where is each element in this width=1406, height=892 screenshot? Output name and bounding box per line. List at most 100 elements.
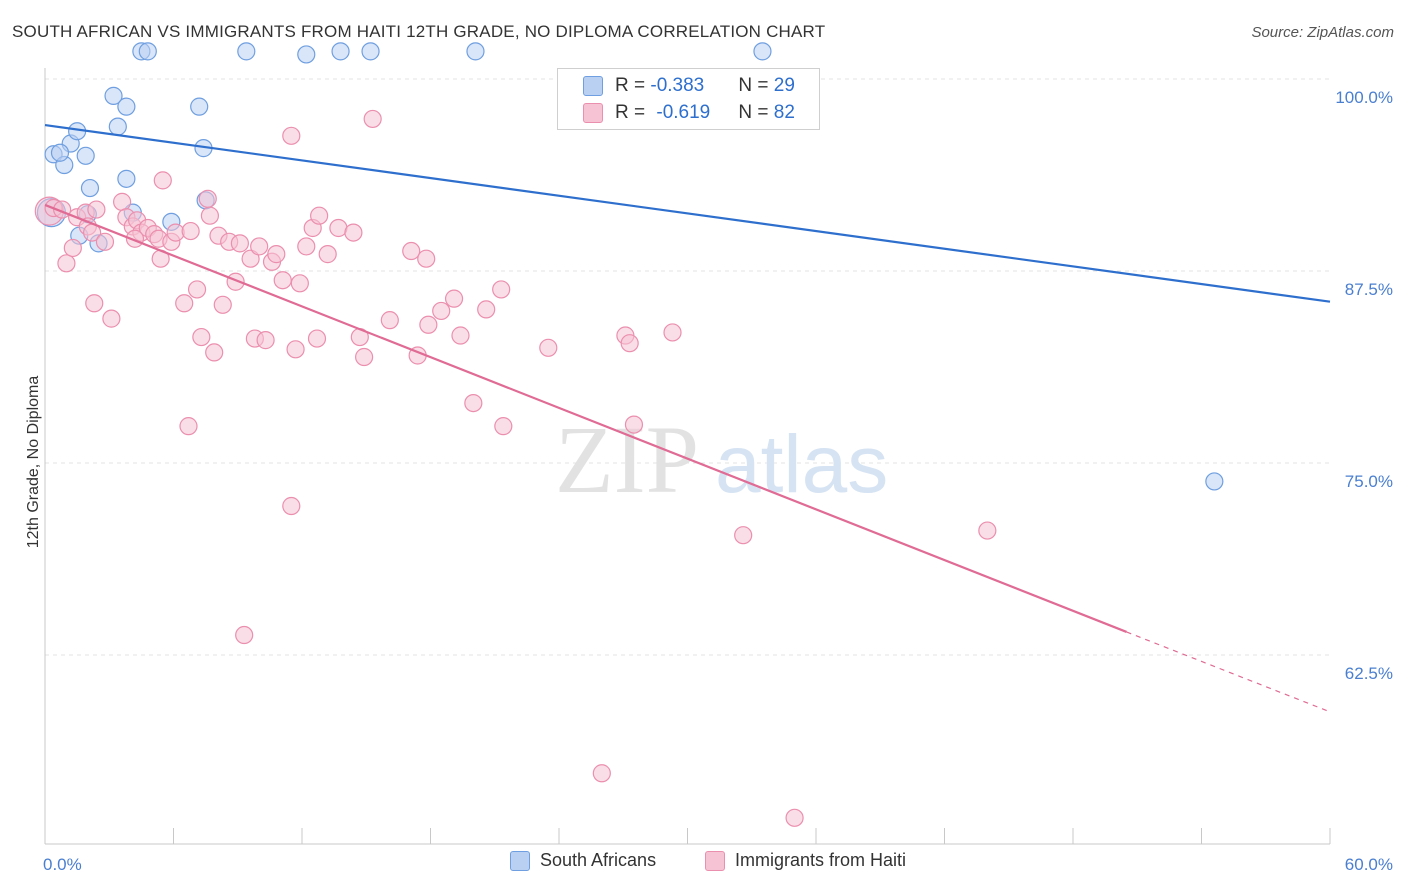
data-point	[361, 42, 380, 61]
data-point	[290, 274, 309, 293]
data-point	[102, 309, 121, 328]
data-point	[200, 206, 220, 225]
x-tick-label-min: 0.0%	[43, 855, 82, 874]
y-tick-label: 62.5%	[1345, 664, 1393, 683]
data-point	[250, 237, 269, 256]
y-tick-label: 75.0%	[1345, 472, 1393, 491]
legend-swatch-south-africans	[510, 850, 530, 871]
legend-series: South Africans Immigrants from Haiti	[0, 850, 1406, 880]
series-south-africans	[36, 42, 1224, 491]
watermark: ZIP atlas	[555, 406, 888, 513]
data-point	[785, 808, 804, 827]
data-point	[117, 169, 136, 188]
series-haiti	[34, 109, 997, 827]
legend-n-value: 82	[773, 102, 795, 123]
data-point	[477, 300, 496, 319]
data-point	[1205, 472, 1224, 491]
data-point	[80, 178, 100, 198]
legend-item-haiti[interactable]: Immigrants from Haiti	[705, 850, 906, 871]
legend-r-label: R =	[615, 102, 651, 123]
legend-r-value: -0.383	[650, 75, 705, 96]
data-point	[205, 343, 224, 362]
data-point	[235, 625, 254, 645]
data-point	[50, 143, 70, 162]
y-tick-label: 87.5%	[1345, 280, 1393, 299]
data-point	[190, 97, 209, 116]
legend-swatch-haiti	[583, 103, 603, 123]
data-point	[592, 764, 611, 783]
data-point	[166, 223, 185, 242]
data-point	[402, 241, 421, 261]
data-point	[297, 45, 316, 64]
legend-n-label: N =	[738, 102, 774, 123]
chart-source: Source: ZipAtlas.com	[1251, 24, 1394, 41]
data-point	[230, 234, 249, 253]
data-point	[138, 42, 157, 61]
legend-label-south-africans: South Africans	[540, 850, 657, 870]
data-point	[273, 271, 292, 290]
data-point	[282, 126, 301, 145]
data-point	[241, 249, 260, 268]
trend-line-south-africans	[44, 123, 1331, 303]
data-point	[753, 42, 772, 61]
data-point	[464, 393, 483, 413]
data-point	[444, 289, 464, 308]
data-point	[282, 496, 301, 516]
data-point	[620, 334, 639, 353]
data-point	[310, 206, 329, 225]
data-point	[663, 323, 682, 342]
data-point	[624, 415, 644, 434]
axes: 100.0% 87.5% 75.0% 62.5% 0.0% 60.0%	[43, 68, 1393, 874]
data-point	[432, 301, 451, 321]
data-point	[179, 417, 198, 436]
legend-swatch-haiti	[705, 850, 725, 871]
data-point	[187, 280, 207, 299]
y-axis-label: 12th Grade, No Diploma	[25, 376, 42, 549]
trend-line-haiti	[44, 203, 1127, 633]
data-point	[198, 189, 217, 208]
data-point	[286, 340, 305, 359]
data-point	[76, 146, 95, 165]
data-point	[95, 232, 115, 251]
data-point	[256, 331, 275, 350]
legend-r-label: R =	[615, 75, 651, 96]
data-point	[331, 42, 350, 61]
data-point	[104, 86, 123, 105]
series-layer	[34, 42, 1331, 827]
data-point	[85, 294, 104, 313]
data-point	[57, 254, 76, 273]
data-point	[355, 347, 374, 367]
data-point	[63, 238, 82, 258]
data-point	[267, 245, 286, 264]
data-point	[307, 329, 327, 348]
data-point	[153, 171, 172, 190]
data-point	[451, 326, 470, 345]
data-point	[539, 338, 558, 357]
data-point	[380, 311, 399, 330]
chart-title: SOUTH AFRICAN VS IMMIGRANTS FROM HAITI 1…	[12, 22, 826, 41]
y-tick-label: 100.0%	[1335, 88, 1393, 107]
data-point	[978, 521, 997, 540]
data-point	[466, 42, 485, 61]
data-point	[492, 280, 511, 299]
data-point	[213, 295, 232, 314]
legend-row-south-africans: R = -0.383 N = 29	[583, 75, 795, 97]
data-point	[318, 245, 337, 264]
data-point	[297, 237, 316, 256]
data-point	[87, 200, 106, 219]
legend-n-label: N =	[738, 75, 774, 96]
legend-stats: R = -0.383 N = 29 R = -0.619 N = 82	[557, 68, 820, 130]
watermark-atlas: atlas	[715, 419, 888, 510]
legend-r-value: -0.619	[656, 102, 711, 123]
data-point	[419, 315, 438, 334]
legend-label-haiti: Immigrants from Haiti	[735, 850, 907, 870]
data-point	[181, 221, 200, 241]
data-point	[237, 42, 256, 61]
legend-row-haiti: R = -0.619 N = 82	[583, 102, 795, 124]
trend-line-extrapolated	[1126, 631, 1331, 713]
data-point	[494, 417, 513, 436]
legend-item-south-africans[interactable]: South Africans	[510, 850, 656, 871]
data-point	[117, 97, 136, 116]
data-point	[329, 218, 348, 238]
